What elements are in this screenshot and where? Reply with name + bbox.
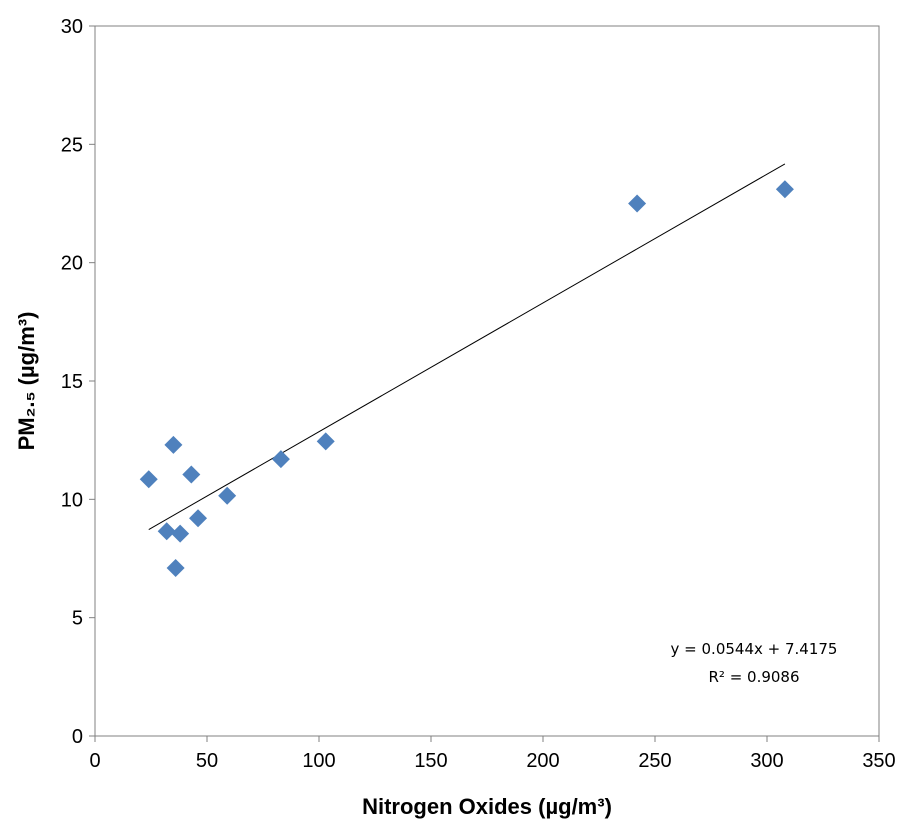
- data-point: [271, 450, 290, 469]
- trendline-r-squared: R² = 0.9086: [708, 668, 799, 686]
- x-tick-label: 250: [638, 750, 671, 772]
- x-tick-label: 200: [526, 750, 559, 772]
- y-tick-label: 30: [61, 16, 83, 38]
- data-point: [139, 470, 158, 489]
- x-tick-label: 300: [750, 750, 783, 772]
- y-axis-ticks: 0 5 10 15 20 25 30: [61, 16, 95, 748]
- data-point: [316, 432, 335, 451]
- data-point: [171, 524, 190, 543]
- x-tick-label: 150: [414, 750, 447, 772]
- x-tick-label: 0: [89, 750, 100, 772]
- data-point: [218, 486, 237, 505]
- y-tick-label: 15: [61, 371, 83, 393]
- data-point: [628, 194, 647, 213]
- x-axis-title: Nitrogen Oxides (µg/m³): [362, 794, 612, 819]
- data-point: [164, 435, 183, 454]
- data-point: [775, 180, 794, 199]
- y-axis-title: PM₂.₅ (µg/m³): [14, 312, 39, 451]
- x-axis-ticks: 0 50 100 150 200 250 300 350: [89, 736, 896, 772]
- data-point: [189, 509, 208, 528]
- y-tick-label: 10: [61, 489, 83, 511]
- y-tick-label: 5: [72, 608, 83, 630]
- data-point: [166, 558, 185, 577]
- trendline-equation: y = 0.0544x + 7.4175: [671, 640, 838, 658]
- data-point: [157, 522, 176, 541]
- data-point: [182, 465, 201, 484]
- x-tick-label: 50: [196, 750, 218, 772]
- y-tick-label: 20: [61, 253, 83, 275]
- y-tick-label: 25: [61, 134, 83, 156]
- data-points: [139, 180, 794, 577]
- x-tick-label: 350: [862, 750, 895, 772]
- x-tick-label: 100: [302, 750, 335, 772]
- trendline: [148, 163, 786, 530]
- plot-area-frame: [94, 25, 880, 737]
- y-tick-label: 0: [72, 726, 83, 748]
